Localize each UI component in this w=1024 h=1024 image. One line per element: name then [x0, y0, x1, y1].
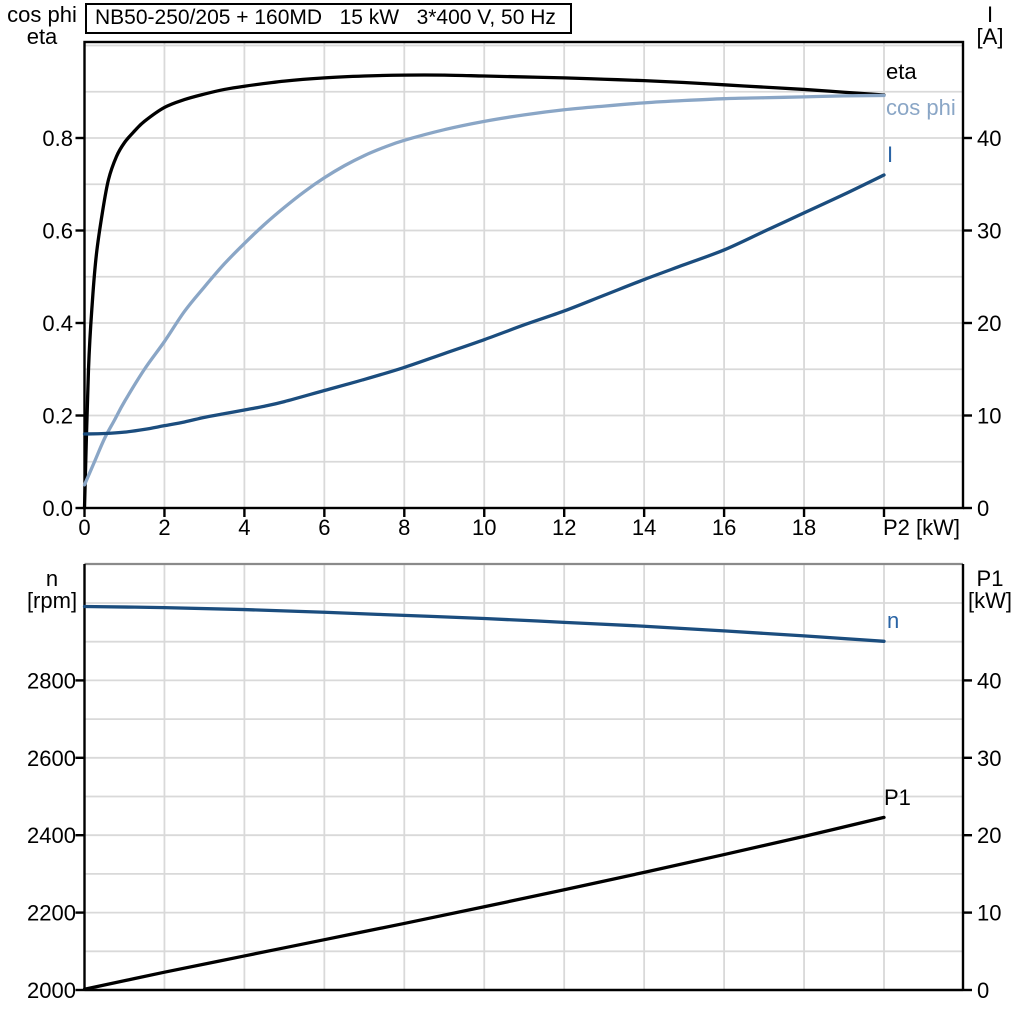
left-tick-label: 2000: [27, 978, 76, 1003]
current-axis-label: I: [986, 2, 994, 27]
top-chart: 0.0 0.2 0.4 0.6 0.8 0 10 20 30 40 0 2 4 6 8 10 12 14 16 18: [42, 40, 1001, 540]
x-tick-label: 14: [632, 515, 656, 540]
left-tick-label: 2800: [27, 668, 76, 693]
right-tick-label: 10: [977, 404, 1001, 429]
cos-phi-curve-label: cos phi: [886, 95, 956, 120]
x-tick-label: 8: [398, 515, 410, 540]
x-tick-label: 2: [158, 515, 170, 540]
current-curve-label: I: [887, 142, 894, 167]
right-tick-label: 0: [977, 978, 989, 1003]
x-tick-label: 10: [472, 515, 496, 540]
top-chart-frame: [83, 40, 965, 510]
left-tick-label: 0.4: [42, 311, 73, 336]
left-tick-label: 0.2: [42, 404, 73, 429]
speed-axis-label: n: [45, 566, 59, 591]
curve-eta: [82, 73, 886, 510]
speed-unit-label: [rpm]: [26, 588, 78, 613]
x-tick-label: 6: [318, 515, 330, 540]
x-tick-label: 16: [712, 515, 736, 540]
left-tick-label: 2200: [27, 901, 76, 926]
right-tick-label: 20: [977, 311, 1001, 336]
curve-cos-phi: [82, 93, 886, 487]
x-tick-label: 0: [78, 515, 90, 540]
top-right-axis-title: I [A]: [958, 4, 1022, 48]
right-tick-label: 40: [977, 126, 1001, 151]
right-tick-label: 30: [977, 219, 1001, 244]
x-axis-label: P2 [kW]: [883, 515, 961, 540]
chart-title-box: NB50-250/205 + 160MD 15 kW 3*400 V, 50 H…: [85, 3, 572, 34]
top-left-axis-title: cos phi eta: [2, 4, 82, 48]
current-unit-label: [A]: [976, 24, 1004, 49]
x-tick-label: 4: [238, 515, 250, 540]
speed-curve-label: n: [887, 608, 900, 633]
right-tick-label: 40: [977, 668, 1001, 693]
cos-phi-axis-label: cos phi: [7, 2, 77, 27]
chart-title: NB50-250/205 + 160MD 15 kW 3*400 V, 50 H…: [95, 6, 556, 29]
left-tick-label: 0.8: [42, 126, 73, 151]
bottom-left-axis-title: n [rpm]: [16, 568, 88, 612]
input-power-curve-label: P1: [884, 785, 911, 810]
eta-axis-label: eta: [26, 24, 58, 49]
left-tick-label: 0.6: [42, 219, 73, 244]
eta-curve-label: eta: [886, 59, 917, 84]
left-tick-label: 0.0: [42, 496, 73, 521]
right-tick-label: 10: [977, 901, 1001, 926]
x-tick-label: 12: [552, 515, 576, 540]
bottom-chart: 2000 2200 2400 2600 2800 0 10 20 30 40: [27, 562, 1001, 1003]
x-tick-label: 18: [792, 515, 816, 540]
right-tick-label: 0: [977, 496, 989, 521]
left-tick-label: 2400: [27, 823, 76, 848]
power-axis-label: P1: [976, 566, 1004, 591]
power-unit-label: [kW]: [968, 588, 1012, 613]
curve-I: [82, 173, 886, 436]
curve-P1: [82, 815, 886, 991]
left-tick-label: 2600: [27, 746, 76, 771]
right-tick-label: 20: [977, 823, 1001, 848]
right-tick-label: 30: [977, 746, 1001, 771]
curve-n: [82, 604, 886, 643]
bottom-right-axis-title: P1 [kW]: [957, 568, 1023, 612]
